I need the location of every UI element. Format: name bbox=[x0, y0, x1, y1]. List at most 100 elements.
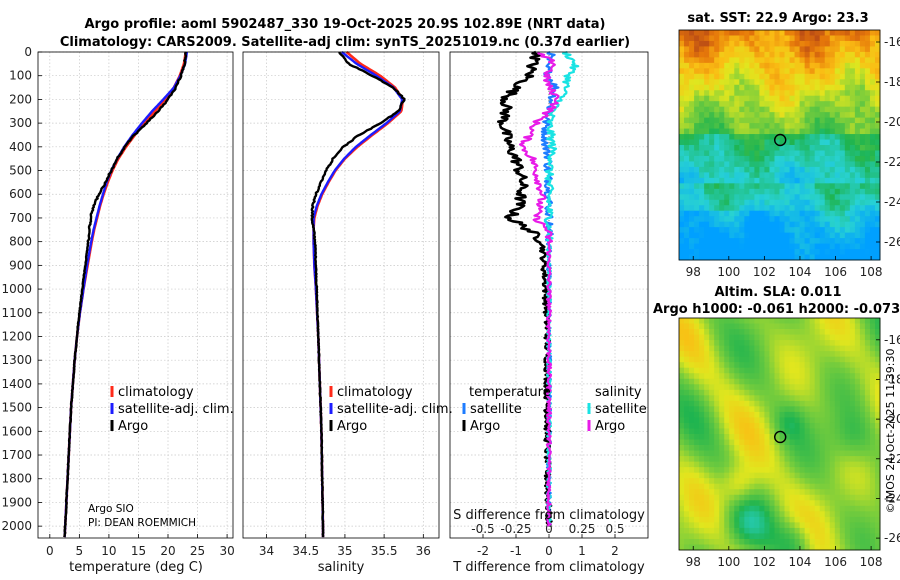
map-cell bbox=[759, 95, 765, 102]
map-cell bbox=[779, 232, 785, 239]
map-cell bbox=[784, 51, 790, 58]
map-cell bbox=[769, 128, 775, 135]
map-cell bbox=[869, 417, 876, 424]
map-cell bbox=[794, 199, 801, 206]
map-cell bbox=[714, 478, 720, 485]
map-cell bbox=[764, 494, 770, 501]
map-cell bbox=[849, 177, 856, 184]
map-cell bbox=[749, 254, 755, 261]
map-cell bbox=[729, 544, 735, 551]
map-cell bbox=[684, 340, 690, 347]
map-cell bbox=[874, 384, 881, 391]
map-cell bbox=[839, 489, 846, 496]
map-cell bbox=[734, 243, 740, 250]
map-cell bbox=[729, 538, 735, 545]
map-cell bbox=[824, 340, 831, 347]
map-cell bbox=[859, 373, 866, 380]
map-cell bbox=[829, 522, 836, 529]
map-cell bbox=[834, 428, 841, 435]
map-cell bbox=[719, 428, 725, 435]
map-cell bbox=[734, 205, 740, 212]
map-cell bbox=[844, 367, 851, 374]
map-cell bbox=[839, 128, 846, 135]
map-cell bbox=[824, 227, 831, 234]
map-cell bbox=[844, 205, 851, 212]
map-cell bbox=[829, 516, 836, 523]
map-cell bbox=[679, 172, 685, 179]
map-cell bbox=[699, 378, 705, 385]
map-cell bbox=[714, 128, 720, 135]
map-cell bbox=[759, 57, 765, 64]
map-cell bbox=[744, 362, 750, 369]
map-cell bbox=[819, 434, 826, 440]
map-cell bbox=[734, 79, 740, 86]
map-cell bbox=[784, 345, 790, 352]
y-tick-label: 1200 bbox=[1, 329, 32, 343]
map-cell bbox=[789, 329, 795, 335]
map-cell bbox=[804, 505, 811, 512]
map-cell bbox=[789, 139, 795, 146]
map-cell bbox=[709, 221, 715, 228]
map-cell bbox=[864, 150, 871, 157]
map-cell bbox=[864, 378, 871, 385]
map-frame bbox=[678, 317, 881, 551]
map-cell bbox=[769, 30, 775, 36]
map-cell bbox=[779, 362, 785, 369]
map-cell bbox=[774, 254, 780, 261]
map-cell bbox=[709, 145, 715, 151]
map-cell bbox=[734, 172, 740, 179]
map-cell bbox=[714, 467, 720, 474]
map-cell bbox=[854, 411, 861, 418]
map-cell bbox=[704, 112, 710, 119]
map-cell bbox=[704, 40, 710, 47]
map-cell bbox=[804, 367, 811, 374]
map-cell bbox=[799, 318, 806, 324]
map-cell bbox=[874, 378, 881, 385]
map-cell bbox=[719, 378, 725, 385]
map-cell bbox=[784, 483, 790, 490]
map-cell bbox=[859, 232, 866, 239]
map-cell bbox=[794, 73, 801, 80]
map-cell bbox=[854, 378, 861, 385]
map-cell bbox=[704, 384, 710, 391]
map-x-tick-label: 100 bbox=[717, 265, 740, 279]
map-cell bbox=[729, 90, 735, 97]
map-cell bbox=[799, 406, 806, 413]
map-cell bbox=[684, 395, 690, 402]
map-cell bbox=[809, 445, 816, 451]
map-cell bbox=[854, 90, 861, 97]
map-cell bbox=[769, 150, 775, 157]
map-cell bbox=[834, 95, 841, 102]
map-cell bbox=[694, 505, 700, 512]
legend-sal-satellite-label: satellite bbox=[595, 402, 647, 417]
map-cell bbox=[734, 340, 740, 347]
map-cell bbox=[704, 183, 710, 190]
map-cell bbox=[679, 351, 685, 358]
map-cell bbox=[874, 329, 881, 335]
map-cell bbox=[809, 51, 816, 58]
map-cell bbox=[794, 456, 801, 463]
map-cell bbox=[769, 489, 775, 496]
map-cell bbox=[719, 411, 725, 418]
map-cell bbox=[834, 505, 841, 512]
map-cell bbox=[834, 199, 841, 206]
map-cell bbox=[844, 194, 851, 201]
map-cell bbox=[859, 511, 866, 518]
map-cell bbox=[804, 417, 811, 424]
map-cell bbox=[864, 51, 871, 58]
map-cell bbox=[729, 134, 735, 140]
map-cell bbox=[824, 323, 831, 330]
map-cell bbox=[739, 95, 745, 102]
map-cell bbox=[864, 84, 871, 91]
map-cell bbox=[789, 79, 795, 86]
map-cell bbox=[704, 199, 710, 206]
map-x-tick-label: 100 bbox=[717, 555, 740, 569]
map-cell bbox=[754, 112, 760, 119]
map-cell bbox=[804, 216, 811, 223]
map-cell bbox=[699, 467, 705, 474]
map-cell bbox=[864, 210, 871, 217]
map-cell bbox=[789, 395, 795, 402]
map-cell bbox=[854, 166, 861, 173]
map-cell bbox=[864, 73, 871, 80]
map-cell bbox=[804, 40, 811, 47]
